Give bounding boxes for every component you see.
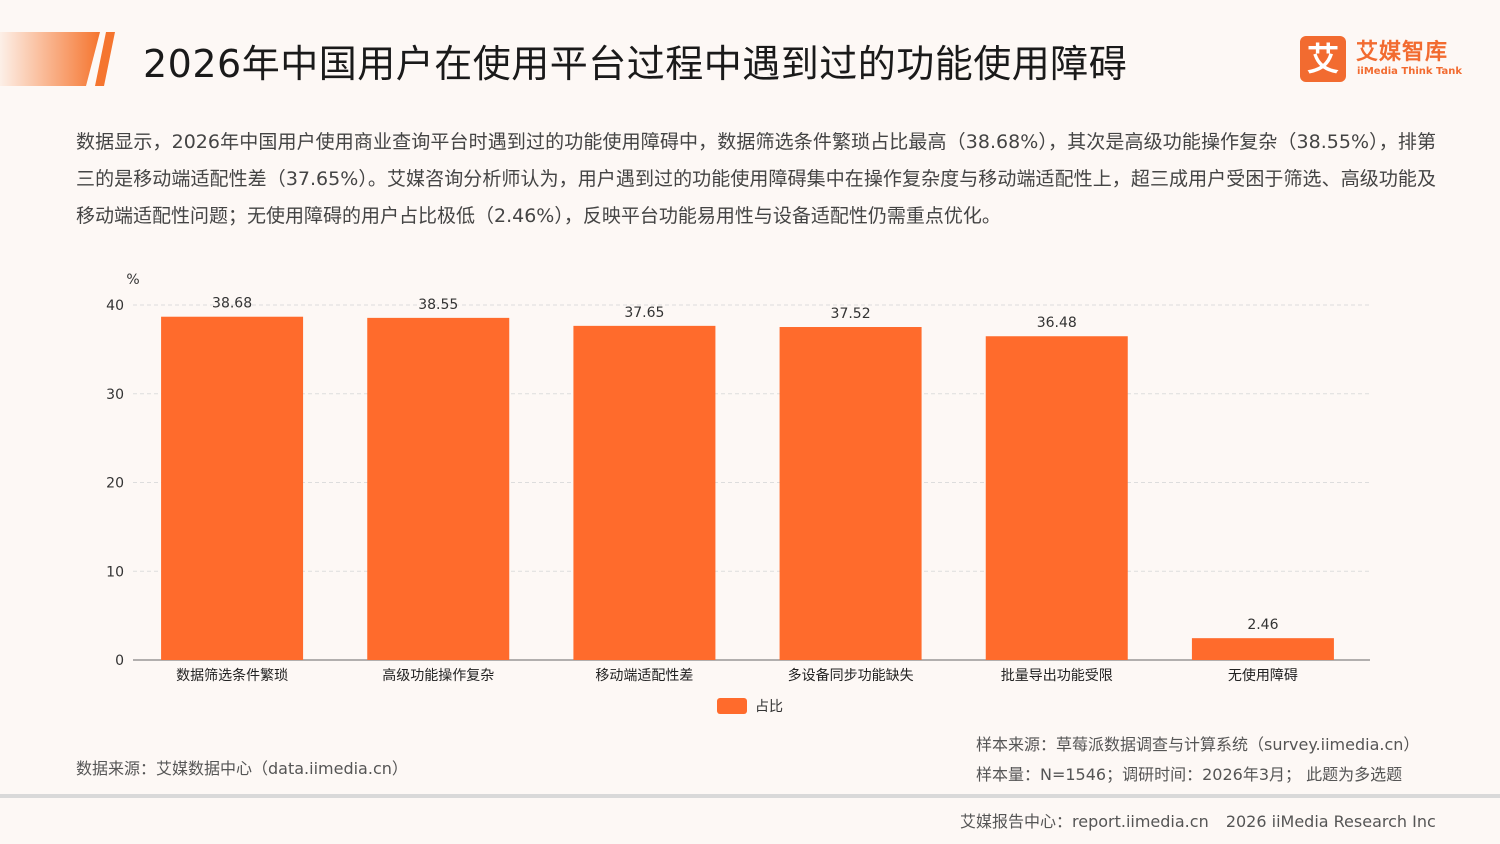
x-category-label: 无使用障碍 — [1228, 667, 1298, 684]
x-category-label: 高级功能操作复杂 — [382, 667, 494, 684]
bar-chart: % 0 10 20 30 40 38.68 数据筛选条件繁琐 38.55 高级功能操作复杂 37.6… — [106, 272, 1370, 715]
footer-report-center: 艾媒报告中心：report.iimedia.cn — [960, 812, 1209, 831]
sample-notes: 样本来源：草莓派数据调查与计算系统（survey.iimedia.cn） 样本量… — [976, 730, 1419, 790]
legend-swatch — [717, 698, 747, 714]
bar-value-label: 38.68 — [212, 296, 252, 312]
y-axis-unit: % — [126, 272, 139, 288]
y-tick-label: 10 — [106, 564, 124, 580]
y-tick-label: 30 — [106, 387, 124, 403]
summary-paragraph: 数据显示，2026年中国用户使用商业查询平台时遇到过的功能使用障碍中，数据筛选条… — [76, 131, 1436, 227]
x-category-label: 数据筛选条件繁琐 — [176, 667, 288, 684]
title-accent-bar — [0, 32, 118, 86]
bar — [1191, 638, 1334, 660]
footer: 艾媒报告中心：report.iimedia.cn 2026 iiMedia Re… — [960, 808, 1436, 832]
logo-mark-icon: 艾 — [1300, 36, 1346, 82]
footer-divider — [0, 794, 1500, 798]
bar — [573, 325, 716, 660]
bar — [367, 317, 510, 660]
page-title: 2026年中国用户在使用平台过程中遇到过的功能使用障碍 — [143, 42, 1128, 86]
logo-cn-text: 艾媒智库 — [1356, 40, 1449, 65]
bar-value-label: 38.55 — [418, 297, 458, 313]
sample-size-note: 样本量：N=1546；调研时间：2026年3月； 此题为多选题 — [976, 765, 1403, 784]
y-tick-label: 20 — [106, 476, 124, 492]
x-category-label: 多设备同步功能缺失 — [788, 667, 914, 684]
data-source-note: 数据来源：艾媒数据中心（data.iimedia.cn） — [76, 759, 408, 778]
bar-value-label: 37.52 — [831, 306, 871, 322]
brand-logo: 艾 艾媒智库 iiMedia Think Tank — [1300, 34, 1470, 84]
bar-value-label: 36.48 — [1037, 315, 1077, 331]
bar-value-label: 37.65 — [624, 305, 664, 321]
sample-source-note: 样本来源：草莓派数据调查与计算系统（survey.iimedia.cn） — [976, 735, 1420, 754]
legend-label: 占比 — [755, 699, 783, 715]
x-category-label: 批量导出功能受限 — [1001, 668, 1113, 684]
bar — [779, 327, 922, 660]
y-tick-label: 40 — [106, 298, 124, 314]
footer-copyright: 2026 iiMedia Research Inc — [1225, 812, 1436, 831]
logo-en-text: iiMedia Think Tank — [1357, 66, 1463, 77]
y-tick-label: 0 — [115, 653, 124, 669]
x-category-label: 移动端适配性差 — [595, 668, 693, 684]
bar-value-label: 2.46 — [1247, 617, 1278, 633]
bar — [161, 316, 304, 660]
bar — [985, 336, 1128, 660]
